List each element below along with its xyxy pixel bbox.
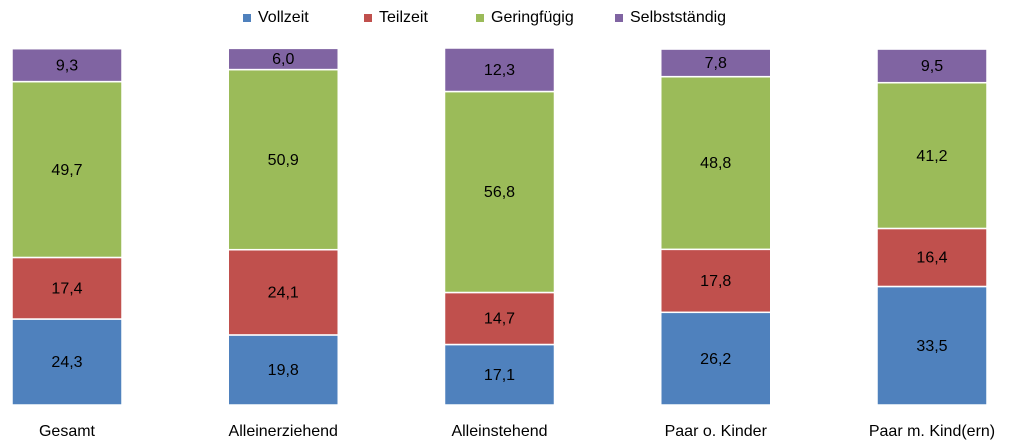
data-label: 17,4 — [51, 280, 82, 297]
bar-segment — [227, 334, 339, 406]
data-label: 9,5 — [921, 58, 943, 75]
data-label: 24,3 — [51, 354, 82, 371]
bar-segment — [660, 248, 772, 314]
bar-segment — [876, 227, 988, 288]
legend-label: Vollzeit — [258, 9, 309, 26]
bar-segment — [660, 75, 772, 251]
data-label: 41,2 — [916, 148, 947, 165]
bar-segment — [443, 90, 556, 294]
bar-segment — [876, 81, 988, 230]
data-label: 12,3 — [484, 62, 515, 79]
legend-swatch — [476, 14, 484, 22]
data-label: 17,1 — [484, 367, 515, 384]
bar-segment — [11, 47, 123, 83]
bar-segment — [876, 285, 988, 406]
bar-segment — [227, 248, 339, 336]
bar-segment — [11, 256, 123, 320]
data-label: 14,7 — [484, 311, 515, 328]
legend-label: Geringfügig — [491, 9, 574, 26]
data-label: 9,3 — [56, 57, 78, 74]
data-label: 16,4 — [916, 250, 947, 267]
bar-segment — [660, 311, 772, 406]
x-tick-label: Gesamt — [39, 423, 96, 440]
legend-label: Selbstständig — [630, 9, 726, 26]
legend-swatch — [615, 14, 623, 22]
bar-segment — [443, 343, 556, 406]
bar-segment — [227, 68, 339, 251]
legend-swatch — [243, 14, 251, 22]
data-label: 24,1 — [268, 285, 299, 302]
bar-segment — [11, 318, 123, 406]
data-label: 48,8 — [700, 155, 731, 172]
x-tick-label: Paar o. Kinder — [665, 423, 768, 440]
legend-swatch — [364, 14, 372, 22]
bar-segment — [660, 48, 772, 78]
data-label: 49,7 — [51, 162, 82, 179]
data-label: 6,0 — [272, 51, 294, 68]
legend-label: Teilzeit — [379, 9, 428, 26]
data-label: 7,8 — [705, 55, 727, 72]
data-label: 56,8 — [484, 184, 515, 201]
x-tick-label: Alleinstehend — [451, 423, 547, 440]
bar-segment — [227, 47, 339, 71]
data-label: 33,5 — [916, 338, 947, 355]
data-label: 19,8 — [268, 362, 299, 379]
bar-segment — [443, 291, 556, 346]
data-label: 17,8 — [700, 273, 731, 290]
data-label: 26,2 — [700, 351, 731, 368]
data-label: 50,9 — [268, 152, 299, 169]
bar-segment — [443, 47, 556, 93]
bar-segment — [876, 48, 988, 84]
x-tick-label: Alleinerziehend — [229, 423, 338, 440]
x-tick-label: Paar m. Kind(ern) — [869, 423, 995, 440]
